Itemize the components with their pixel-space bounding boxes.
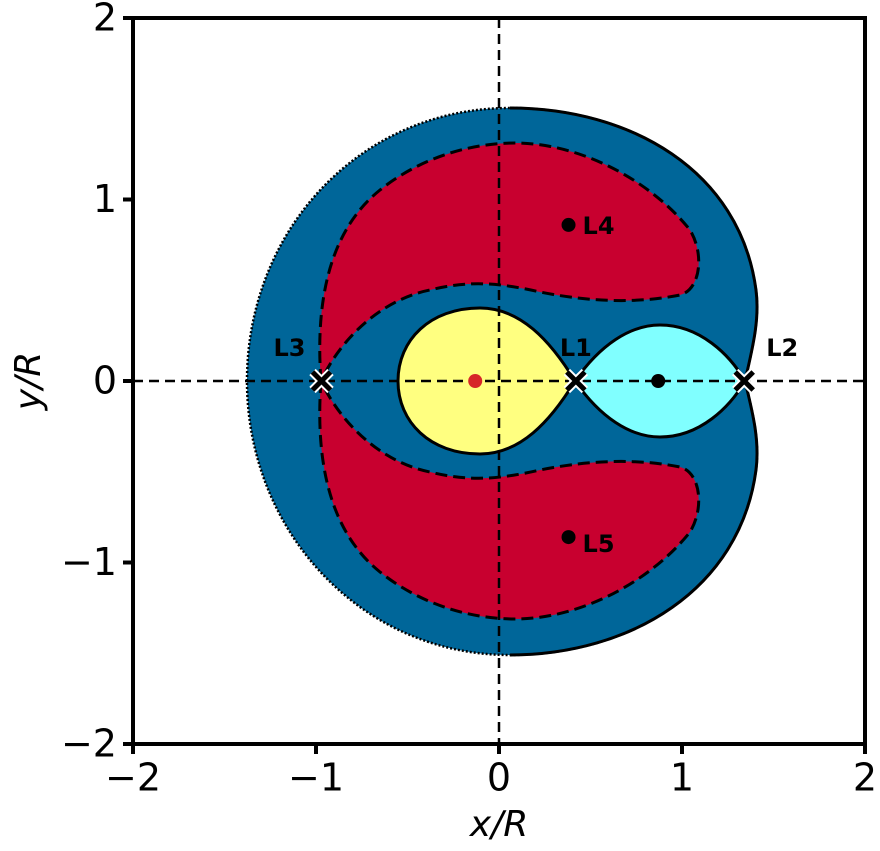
- point-label: L4: [583, 212, 615, 240]
- lagrange-point: [565, 370, 587, 392]
- point-label: L1: [560, 334, 592, 362]
- y-tick-label: −2: [61, 722, 117, 766]
- y-tick-label: 1: [93, 177, 117, 221]
- upper-region: [318, 141, 701, 387]
- point-label: L5: [583, 530, 615, 558]
- lagrange-point: [561, 530, 576, 545]
- x-axis-label: x/R: [469, 804, 528, 845]
- y-axis-label: y/R: [8, 352, 49, 411]
- x-tick-label: 2: [853, 756, 877, 800]
- lagrange-point: [310, 370, 333, 392]
- body-point: [651, 374, 666, 388]
- y-tick-label: 0: [93, 359, 117, 403]
- x-tick-label: −1: [288, 756, 344, 800]
- lagrange-point: [561, 217, 576, 232]
- point-label: L2: [766, 334, 798, 362]
- x-tick-label: 1: [670, 756, 694, 800]
- body-point: [468, 374, 483, 388]
- y-tick-label: −1: [61, 540, 117, 584]
- point-label: L3: [273, 334, 305, 362]
- x-tick-label: −2: [105, 756, 161, 800]
- x-tick-label: 0: [487, 756, 511, 800]
- y-tick-label: 2: [93, 0, 117, 40]
- outer-contour: [509, 106, 759, 657]
- lower-region: [318, 375, 701, 621]
- lagrange-point: [733, 370, 755, 392]
